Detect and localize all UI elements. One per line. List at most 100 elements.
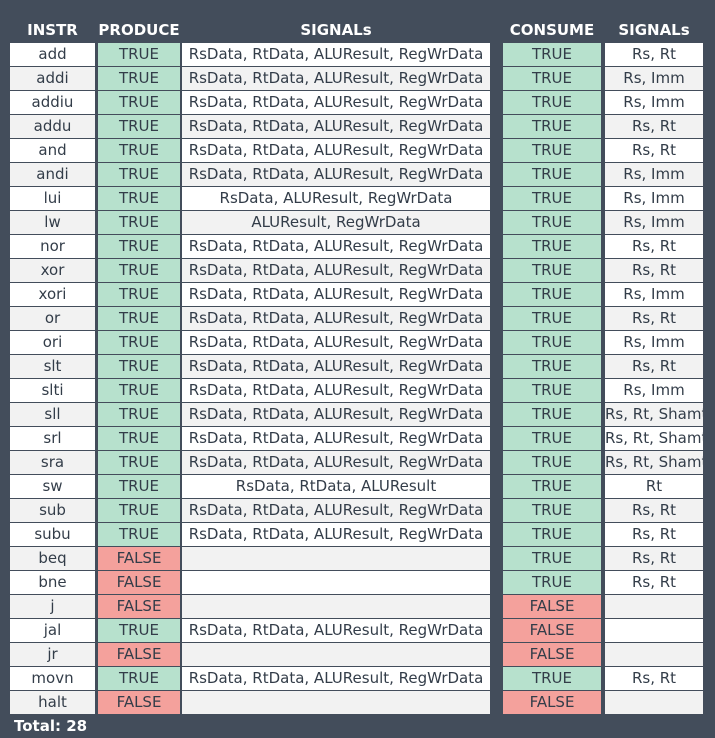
produce-cell: TRUE [98,667,180,690]
produce-cell: TRUE [98,379,180,402]
instr-cell: sw [10,475,95,498]
consume-signals-cell: Rs, Rt [605,235,703,258]
consume-signals-cell: Rs, Imm [605,331,703,354]
consume-cell: TRUE [503,235,601,258]
produce-cell: TRUE [98,43,180,66]
produce-cell: FALSE [98,571,180,594]
consume-cell: TRUE [503,355,601,378]
produce-cell: TRUE [98,475,180,498]
consume-signals-cell: Rs, Imm [605,91,703,114]
produce-signals-cell: RsData, RtData, ALUResult, RegWrData [182,523,490,546]
consume-signals-cell: Rs, Rt [605,115,703,138]
produce-signals-cell: RsData, RtData, ALUResult, RegWrData [182,379,490,402]
consume-cell: TRUE [503,667,601,690]
produce-cell: FALSE [98,595,180,618]
instr-cell: ori [10,331,95,354]
instr-cell: slti [10,379,95,402]
header-produce-signals: SIGNALs [300,21,372,39]
produce-signals-cell: RsData, RtData, ALUResult, RegWrData [182,619,490,642]
consume-cell: TRUE [503,91,601,114]
consume-cell: FALSE [503,619,601,642]
consume-cell: TRUE [503,115,601,138]
produce-signals-cell: RsData, RtData, ALUResult, RegWrData [182,667,490,690]
consume-signals-cell: Rs, Imm [605,187,703,210]
consume-signals-cell: Rs, Rt [605,571,703,594]
instr-cell: jr [10,643,95,666]
produce-cell: TRUE [98,283,180,306]
produce-cell: TRUE [98,499,180,522]
produce-cell: FALSE [98,691,180,714]
produce-signals-cell: RsData, RtData, ALUResult, RegWrData [182,283,490,306]
consume-signals-cell: Rs, Rt [605,499,703,522]
produce-signals-cell: RsData, RtData, ALUResult, RegWrData [182,499,490,522]
consume-signals-cell: Rs, Rt [605,523,703,546]
instr-cell: beq [10,547,95,570]
produce-cell: TRUE [98,307,180,330]
consume-cell: TRUE [503,211,601,234]
consume-cell: TRUE [503,499,601,522]
instr-cell: addu [10,115,95,138]
consume-signals-cell: Rs, Rt, Shamt [605,427,703,450]
produce-cell: TRUE [98,403,180,426]
produce-signals-cell: RsData, RtData, ALUResult, RegWrData [182,163,490,186]
produce-signals-cell: RsData, RtData, ALUResult, RegWrData [182,259,490,282]
consume-cell: TRUE [503,259,601,282]
consume-cell: TRUE [503,43,601,66]
produce-signals-cell: RsData, RtData, ALUResult, RegWrData [182,91,490,114]
produce-signals-cell: RsData, RtData, ALUResult, RegWrData [182,451,490,474]
produce-cell: TRUE [98,619,180,642]
instr-cell: lw [10,211,95,234]
produce-signals-cell [182,595,490,618]
produce-cell: TRUE [98,163,180,186]
instr-cell: bne [10,571,95,594]
produce-cell: TRUE [98,187,180,210]
produce-cell: TRUE [98,451,180,474]
produce-cell: TRUE [98,235,180,258]
consume-signals-cell: Rs, Rt [605,667,703,690]
consume-cell: TRUE [503,571,601,594]
consume-cell: TRUE [503,475,601,498]
instr-cell: nor [10,235,95,258]
instr-cell: sra [10,451,95,474]
produce-cell: TRUE [98,115,180,138]
header-instr: INSTR [27,21,78,39]
instr-cell: halt [10,691,95,714]
produce-signals-cell: RsData, RtData, ALUResult, RegWrData [182,331,490,354]
consume-signals-cell: Rs, Imm [605,379,703,402]
instr-cell: addi [10,67,95,90]
instr-cell: movn [10,667,95,690]
produce-cell: TRUE [98,259,180,282]
instr-cell: and [10,139,95,162]
instr-cell: j [10,595,95,618]
consume-signals-cell [605,595,703,618]
produce-signals-cell: RsData, RtData, ALUResult, RegWrData [182,307,490,330]
instr-cell: lui [10,187,95,210]
instr-cell: sll [10,403,95,426]
total-count: Total: 28 [14,717,88,735]
instr-cell: or [10,307,95,330]
produce-signals-cell [182,547,490,570]
consume-signals-cell: Rs, Imm [605,211,703,234]
consume-signals-cell [605,619,703,642]
consume-cell: TRUE [503,283,601,306]
produce-signals-cell: RsData, RtData, ALUResult, RegWrData [182,115,490,138]
produce-cell: TRUE [98,427,180,450]
consume-cell: TRUE [503,451,601,474]
produce-signals-cell: RsData, RtData, ALUResult, RegWrData [182,43,490,66]
consume-signals-cell: Rs, Rt [605,43,703,66]
produce-signals-cell: RsData, RtData, ALUResult, RegWrData [182,427,490,450]
consume-signals-cell: Rs, Rt [605,355,703,378]
consume-signals-cell: Rs, Imm [605,67,703,90]
produce-cell: TRUE [98,211,180,234]
instr-cell: sub [10,499,95,522]
consume-cell: FALSE [503,595,601,618]
produce-signals-cell: RsData, RtData, ALUResult, RegWrData [182,355,490,378]
consume-cell: TRUE [503,379,601,402]
consume-cell: TRUE [503,67,601,90]
header-consume-signals: SIGNALs [618,21,690,39]
consume-cell: TRUE [503,523,601,546]
produce-signals-cell: RsData, RtData, ALUResult, RegWrData [182,235,490,258]
consume-signals-cell: Rt [605,475,703,498]
instr-cell: xor [10,259,95,282]
consume-signals-cell: Rs, Rt, Shamt [605,403,703,426]
